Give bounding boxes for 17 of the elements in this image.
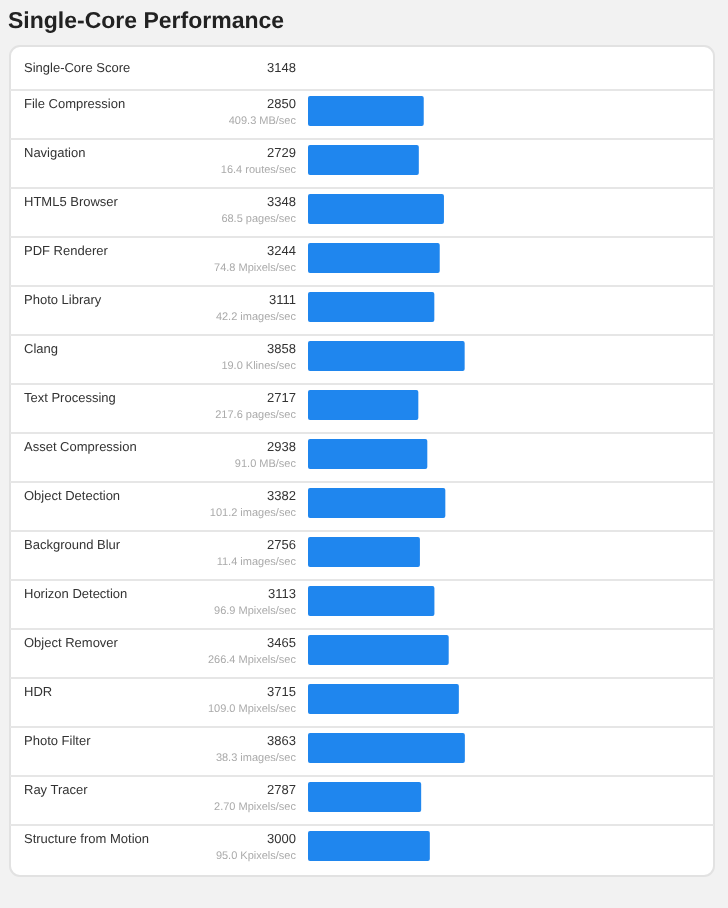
- bar: [308, 488, 446, 518]
- bar: [308, 439, 428, 469]
- bar: [308, 194, 444, 224]
- bar: [308, 537, 420, 567]
- bar: [308, 782, 422, 812]
- bar: [308, 243, 440, 273]
- bar: [308, 733, 465, 763]
- bar: [308, 635, 449, 665]
- bar: [308, 96, 424, 126]
- bar: [308, 390, 419, 420]
- bar: [308, 292, 435, 322]
- bar: [308, 145, 419, 175]
- bar: [308, 684, 459, 714]
- bar: [308, 586, 435, 616]
- bar: [308, 341, 465, 371]
- chart-title: Single-Core Performance: [8, 10, 285, 34]
- bar: [308, 831, 430, 861]
